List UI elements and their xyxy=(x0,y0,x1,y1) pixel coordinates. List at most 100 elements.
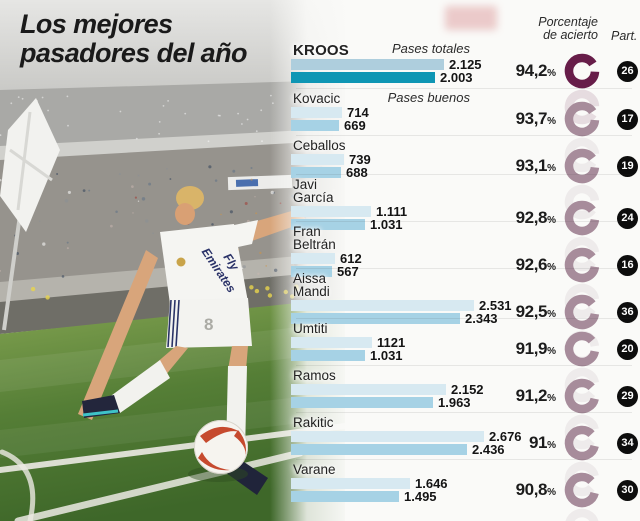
value-pases-totales: 1121 xyxy=(377,335,406,350)
participation-badge: 20 xyxy=(617,339,638,360)
value-pases-buenos: 567 xyxy=(337,264,359,279)
accuracy-donut-icon xyxy=(562,423,602,463)
percent-sign: % xyxy=(547,309,556,320)
accuracy-number: 92,6 xyxy=(515,255,548,274)
value-pases-totales: 2.531 xyxy=(479,298,512,313)
accuracy-percent: 91,2% xyxy=(470,386,556,406)
bar-pases-totales xyxy=(291,337,372,348)
accuracy-percent: 93,1% xyxy=(470,156,556,176)
participation-badge: 26 xyxy=(617,61,638,82)
row-separator xyxy=(296,88,632,89)
title-line1: Los mejores xyxy=(20,9,173,39)
accuracy-donut-reflection-icon xyxy=(562,234,602,274)
accuracy-donut-reflection-icon xyxy=(562,506,602,521)
value-pases-totales: 714 xyxy=(347,105,369,120)
player-right-sleeve xyxy=(220,220,258,250)
percent-sign: % xyxy=(547,68,556,79)
bar-pases-totales xyxy=(291,478,410,489)
bar-pases-totales xyxy=(291,384,446,395)
row-separator xyxy=(296,459,632,460)
value-pases-totales: 2.152 xyxy=(451,382,484,397)
row-separator xyxy=(296,221,632,222)
player-name: Aissa Mandi xyxy=(293,271,330,299)
player-name: Varane xyxy=(293,462,336,477)
value-pases-buenos: 1.495 xyxy=(404,489,437,504)
accuracy-donut-reflection-icon xyxy=(562,182,602,222)
page-title: Los mejores pasadores del año xyxy=(20,10,247,68)
player-name: Ceballos xyxy=(293,138,346,153)
percent-sign: % xyxy=(547,393,556,404)
accuracy-donut-icon xyxy=(562,376,602,416)
accuracy-donut-icon xyxy=(562,329,602,369)
bar-pases-buenos xyxy=(291,397,433,408)
accuracy-donut-reflection-icon xyxy=(562,135,602,175)
player-name: Fran Beltrán xyxy=(293,224,336,252)
accuracy-donut-icon xyxy=(562,146,602,186)
row-separator xyxy=(296,174,632,175)
accuracy-donut-reflection-icon xyxy=(562,87,602,127)
bar-pases-totales xyxy=(291,431,484,442)
row-separator xyxy=(296,412,632,413)
accuracy-number: 93,7 xyxy=(515,109,548,128)
bar-pases-buenos xyxy=(291,219,365,230)
row-separator xyxy=(296,135,632,136)
column-header-accuracy: Porcentaje de acierto xyxy=(538,15,598,42)
percent-sign: % xyxy=(547,262,556,273)
player-name: Rakitic xyxy=(293,415,334,430)
bar-pases-totales xyxy=(291,206,371,217)
player-shorts xyxy=(166,298,252,348)
blurred-scoreboard xyxy=(445,6,497,30)
player-face xyxy=(175,203,195,225)
participation-badge: 36 xyxy=(617,302,638,323)
value-pases-buenos: 2.003 xyxy=(440,70,473,85)
accuracy-percent: 94,2% xyxy=(470,61,556,81)
participation-badge: 34 xyxy=(617,433,638,454)
bar-pases-totales xyxy=(291,253,335,264)
player-name: Kovacic xyxy=(293,91,341,106)
accuracy-number: 91 xyxy=(528,433,548,452)
column-header-participation: Part. xyxy=(611,29,638,43)
stadium-photo: Fly Emirates 8 xyxy=(0,0,345,521)
accuracy-percent: 92,5% xyxy=(470,302,556,322)
ball xyxy=(188,420,248,482)
bar-pases-buenos xyxy=(291,120,339,131)
participation-badge: 16 xyxy=(617,255,638,276)
series-label-pases-buenos: Pases buenos xyxy=(387,90,470,105)
bar-pases-buenos xyxy=(291,266,332,277)
accuracy-donut-reflection-icon xyxy=(562,281,602,321)
bar-pases-totales xyxy=(291,59,444,70)
accuracy-donut-reflection-icon xyxy=(562,459,602,499)
row-separator xyxy=(296,268,632,269)
title-line2: pasadores del año xyxy=(20,38,247,68)
participation-badge: 30 xyxy=(617,480,638,501)
accuracy-donut-icon xyxy=(562,292,602,332)
accuracy-percent: 90,8% xyxy=(470,480,556,500)
value-pases-buenos: 2.436 xyxy=(472,442,505,457)
accuracy-donut-icon xyxy=(562,198,602,238)
value-pases-buenos: 1.031 xyxy=(370,217,403,232)
row-separator xyxy=(296,318,632,319)
value-pases-buenos: 669 xyxy=(344,118,366,133)
club-crest xyxy=(176,257,186,267)
percent-sign: % xyxy=(547,163,556,174)
percent-sign: % xyxy=(547,116,556,127)
bar-pases-buenos xyxy=(291,444,467,455)
accuracy-number: 92,5 xyxy=(515,302,548,321)
accuracy-donut-reflection-icon xyxy=(562,412,602,452)
value-pases-totales: 1.646 xyxy=(415,476,448,491)
player-name: Javi García xyxy=(293,177,334,205)
value-pases-totales: 739 xyxy=(349,152,371,167)
player-name: Umtiti xyxy=(293,321,328,336)
accuracy-number: 93,1 xyxy=(515,156,548,175)
series-label-pases-totales: Pases totales xyxy=(391,41,470,56)
row-separator xyxy=(296,365,632,366)
bar-pases-buenos xyxy=(291,167,341,178)
accuracy-percent: 92,8% xyxy=(470,208,556,228)
value-pases-buenos: 2.343 xyxy=(465,311,498,326)
accuracy-percent: 91% xyxy=(470,433,556,453)
bar-pases-buenos xyxy=(291,72,435,83)
accuracy-donut-icon xyxy=(562,99,602,139)
player-name: KROOS xyxy=(293,42,350,59)
accuracy-number: 90,8 xyxy=(515,480,548,499)
